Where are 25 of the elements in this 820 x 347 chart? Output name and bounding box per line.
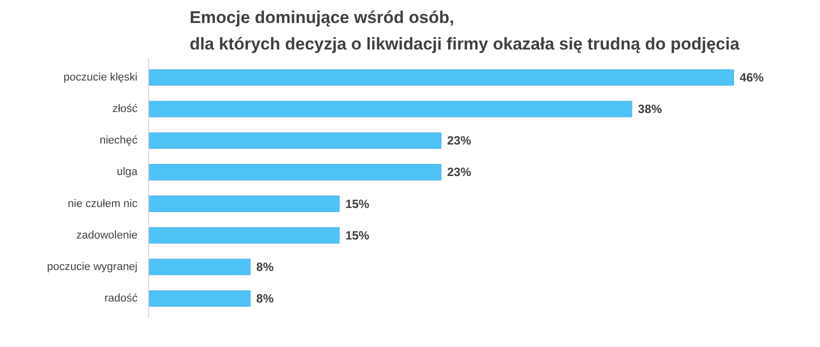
data-label: 8% xyxy=(256,260,274,274)
bar xyxy=(148,227,340,244)
data-label: 15% xyxy=(345,228,370,242)
bar xyxy=(148,258,251,276)
y-tick-label: radość xyxy=(104,292,138,305)
bar xyxy=(148,100,632,118)
data-label: 8% xyxy=(256,292,274,306)
y-tick-label: zadowolenie xyxy=(76,229,138,242)
y-tick-label: poczucie klęski xyxy=(64,71,138,84)
data-label: 15% xyxy=(345,196,370,211)
y-tick-label: nie czułem nic xyxy=(68,198,138,210)
y-tick-label: ulga xyxy=(116,166,138,178)
bar xyxy=(148,290,251,307)
data-label: 23% xyxy=(447,134,472,148)
chart-title: Emocje dominujące wśród osób, dla których decyzja o likwidacji firmy okazała się trudną do podjęcia xyxy=(190,8,740,54)
data-label: 38% xyxy=(638,102,662,116)
y-tick-label: niechęć xyxy=(100,134,138,147)
bar xyxy=(148,196,340,212)
data-label: 46% xyxy=(740,70,764,84)
bar xyxy=(148,132,442,149)
y-tick-label: złość xyxy=(112,103,138,116)
bar xyxy=(148,164,442,180)
data-label: 23% xyxy=(447,165,472,180)
y-tick-label: poczucie wygranej xyxy=(47,260,138,273)
bar xyxy=(148,69,734,86)
